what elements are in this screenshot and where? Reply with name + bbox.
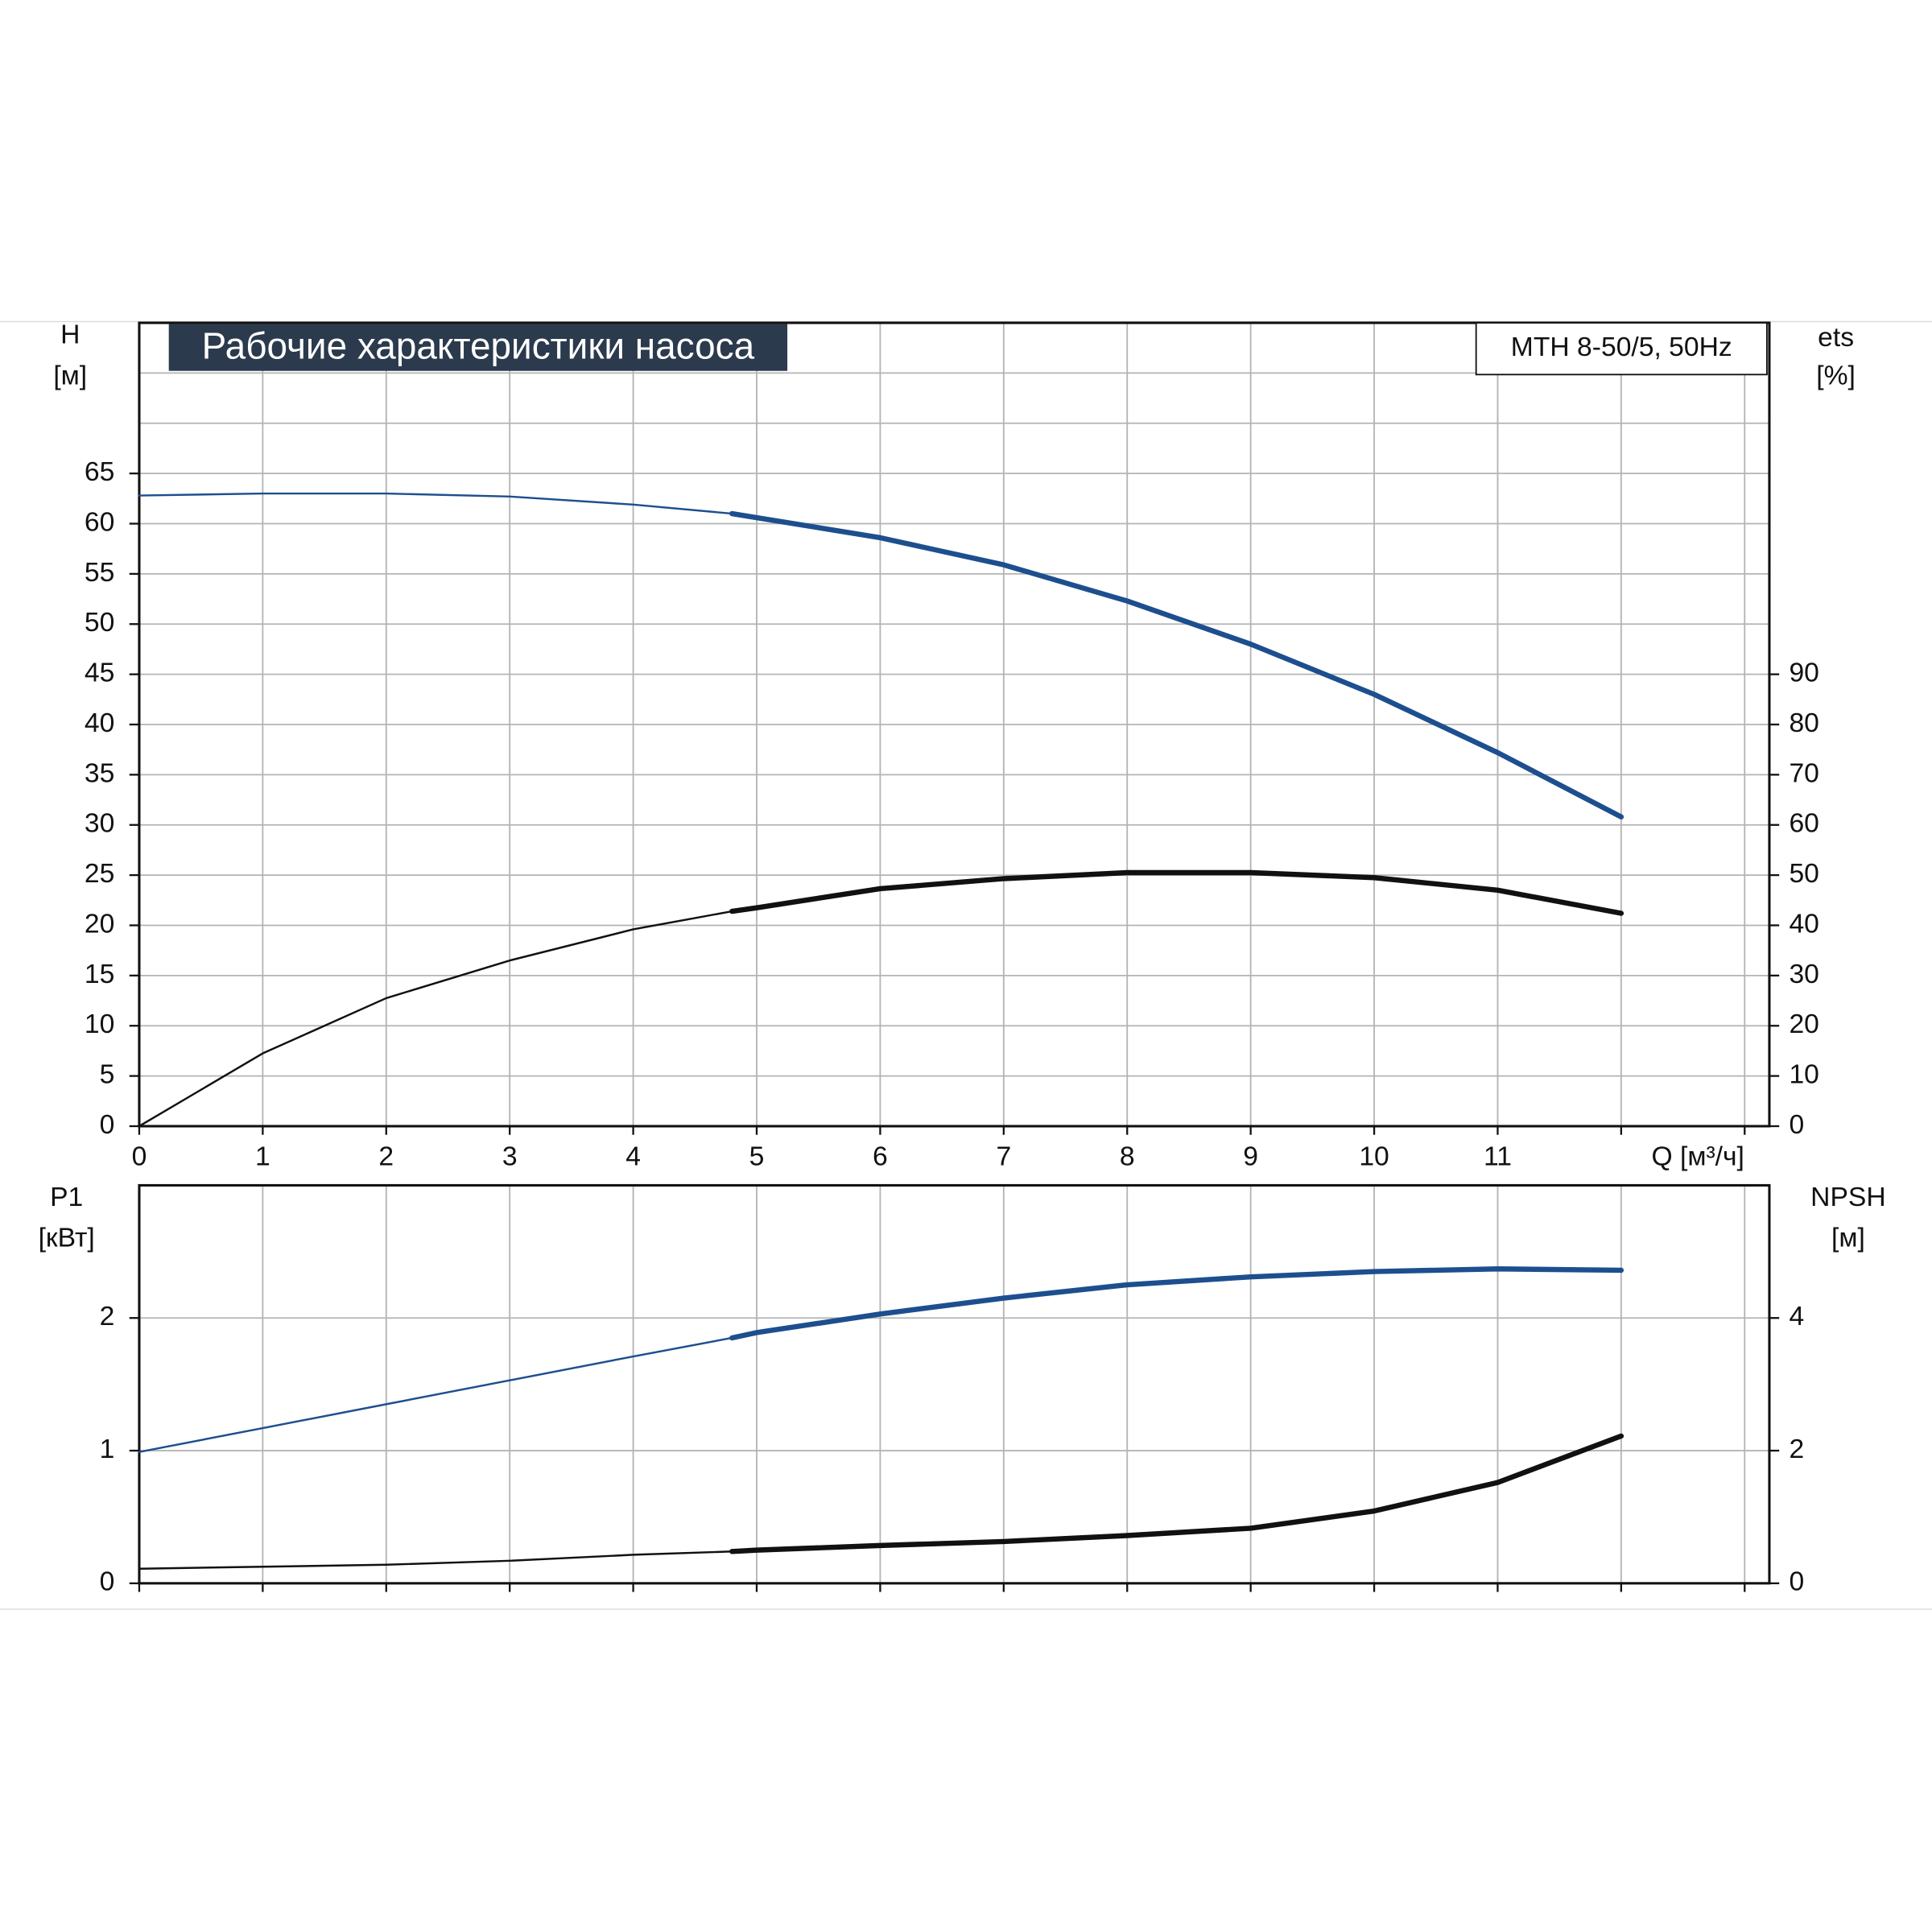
y2-tick-label: 80 (1789, 708, 1818, 738)
y-tick-label: 50 (85, 608, 114, 638)
y2-axis-label: ets (1818, 323, 1854, 353)
y-tick-label: 2 (100, 1302, 115, 1331)
y2-tick-label: 90 (1789, 658, 1818, 688)
y-tick-label: 45 (85, 658, 114, 688)
x-tick-label: 10 (1359, 1142, 1389, 1172)
x-tick-label: 4 (625, 1142, 641, 1172)
x-tick-label: 8 (1120, 1142, 1135, 1172)
y-tick-label: 35 (85, 758, 114, 788)
y2-tick-label: 20 (1789, 1009, 1818, 1039)
annotation-box (1475, 322, 1768, 376)
x-tick-label: 1 (255, 1142, 270, 1172)
y-tick-label: 40 (85, 708, 114, 738)
y-tick-label: 10 (85, 1009, 114, 1039)
plot-frame (138, 1183, 1771, 1585)
y2-tick-label: 10 (1789, 1059, 1818, 1089)
x-tick-label: 7 (996, 1142, 1011, 1172)
x-tick-label: 9 (1243, 1142, 1258, 1172)
y2-tick-label: 50 (1789, 859, 1818, 889)
curve-operating-range (729, 1433, 1624, 1554)
curve-operating-range (729, 869, 1624, 916)
y-tick-label: 25 (85, 859, 114, 889)
y2-tick-label: 2 (1789, 1435, 1804, 1464)
y2-tick-label: 70 (1789, 758, 1818, 788)
y-tick-label: 55 (85, 558, 114, 588)
y-tick-label: 65 (85, 457, 114, 487)
curve-operating-range (729, 510, 1624, 819)
y-tick-label: 1 (100, 1435, 115, 1464)
y2-axis-unit: [м] (1831, 1224, 1865, 1253)
y2-axis-label: NPSH (1810, 1183, 1886, 1212)
y2-tick-label: 0 (1789, 1110, 1804, 1140)
annotation: MTH 8-50/5, 50Hz (1511, 332, 1732, 362)
x-tick-label: 0 (132, 1142, 147, 1172)
y2-tick-label: 60 (1789, 809, 1818, 839)
y-tick-label: 60 (85, 507, 114, 537)
y2-tick-label: 30 (1789, 960, 1818, 989)
y2-tick-label: 4 (1789, 1302, 1804, 1331)
y-axis-label: H (60, 320, 80, 350)
y-tick-label: 5 (100, 1059, 115, 1089)
y-tick-label: 0 (100, 1567, 115, 1597)
y-tick-label: 20 (85, 909, 114, 939)
y-axis-unit: [кВт] (39, 1224, 95, 1253)
x-tick-label: 3 (502, 1142, 518, 1172)
y2-tick-label: 40 (1789, 909, 1818, 939)
x-tick-label: 11 (1484, 1142, 1512, 1172)
y2-axis-unit: [%] (1816, 361, 1856, 390)
x-tick-label: 5 (749, 1142, 765, 1172)
y-axis-label: P1 (50, 1183, 83, 1212)
x-tick-label: 2 (378, 1142, 394, 1172)
x-axis-label: Q [м³/ч] (1651, 1142, 1744, 1172)
plots: 0510152025303540455055606501020304050607… (85, 321, 1819, 1597)
curve-operating-range (729, 1266, 1624, 1341)
y-tick-label: 0 (100, 1110, 115, 1140)
y-axis-unit: [м] (53, 361, 87, 390)
y2-tick-label: 0 (1789, 1567, 1804, 1597)
chart-title: Рабочие характеристики насоса (202, 324, 755, 366)
title-box (168, 324, 788, 371)
y-tick-label: 30 (85, 809, 114, 839)
x-tick-label: 6 (873, 1142, 888, 1172)
y-tick-label: 15 (85, 960, 114, 989)
